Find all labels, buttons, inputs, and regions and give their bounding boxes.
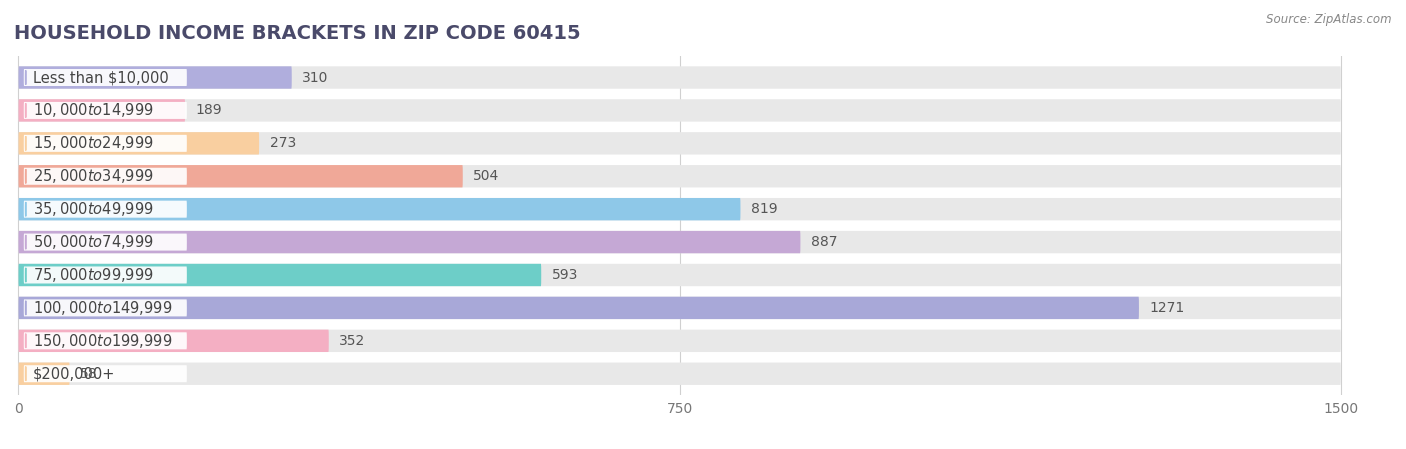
Text: Source: ZipAtlas.com: Source: ZipAtlas.com <box>1267 13 1392 26</box>
FancyBboxPatch shape <box>18 330 329 352</box>
Text: $10,000 to $14,999: $10,000 to $14,999 <box>32 101 153 119</box>
FancyBboxPatch shape <box>24 365 187 382</box>
FancyBboxPatch shape <box>18 99 186 122</box>
FancyBboxPatch shape <box>18 165 463 187</box>
Text: 887: 887 <box>811 235 838 249</box>
FancyBboxPatch shape <box>24 168 187 185</box>
FancyBboxPatch shape <box>18 66 292 89</box>
FancyBboxPatch shape <box>24 332 187 349</box>
Text: 819: 819 <box>751 202 778 216</box>
FancyBboxPatch shape <box>18 198 1341 220</box>
FancyBboxPatch shape <box>18 132 1341 154</box>
FancyBboxPatch shape <box>18 165 1341 187</box>
FancyBboxPatch shape <box>18 330 1341 352</box>
FancyBboxPatch shape <box>18 198 741 220</box>
Text: 593: 593 <box>551 268 578 282</box>
Text: $150,000 to $199,999: $150,000 to $199,999 <box>32 332 173 350</box>
Text: Less than $10,000: Less than $10,000 <box>32 70 169 85</box>
FancyBboxPatch shape <box>18 66 1341 89</box>
Text: 310: 310 <box>302 70 329 84</box>
FancyBboxPatch shape <box>24 201 187 218</box>
FancyBboxPatch shape <box>18 264 541 286</box>
FancyBboxPatch shape <box>24 135 187 152</box>
Text: 189: 189 <box>195 103 222 118</box>
Text: 504: 504 <box>474 169 499 183</box>
FancyBboxPatch shape <box>24 267 187 283</box>
Text: 352: 352 <box>339 334 366 348</box>
Text: $15,000 to $24,999: $15,000 to $24,999 <box>32 134 153 152</box>
FancyBboxPatch shape <box>18 231 1341 253</box>
FancyBboxPatch shape <box>18 297 1341 319</box>
FancyBboxPatch shape <box>18 231 800 253</box>
FancyBboxPatch shape <box>18 362 70 385</box>
Text: $75,000 to $99,999: $75,000 to $99,999 <box>32 266 153 284</box>
Text: $200,000+: $200,000+ <box>32 366 115 381</box>
Text: 273: 273 <box>270 136 297 150</box>
FancyBboxPatch shape <box>18 297 1139 319</box>
FancyBboxPatch shape <box>18 99 1341 122</box>
FancyBboxPatch shape <box>24 299 187 317</box>
FancyBboxPatch shape <box>24 102 187 119</box>
Text: 58: 58 <box>80 367 98 381</box>
Text: $25,000 to $34,999: $25,000 to $34,999 <box>32 167 153 185</box>
Text: 1271: 1271 <box>1150 301 1185 315</box>
FancyBboxPatch shape <box>24 69 187 86</box>
Text: $50,000 to $74,999: $50,000 to $74,999 <box>32 233 153 251</box>
Text: $35,000 to $49,999: $35,000 to $49,999 <box>32 200 153 218</box>
FancyBboxPatch shape <box>18 264 1341 286</box>
FancyBboxPatch shape <box>18 362 1341 385</box>
FancyBboxPatch shape <box>24 233 187 251</box>
Text: HOUSEHOLD INCOME BRACKETS IN ZIP CODE 60415: HOUSEHOLD INCOME BRACKETS IN ZIP CODE 60… <box>14 24 581 44</box>
FancyBboxPatch shape <box>18 132 259 154</box>
Text: $100,000 to $149,999: $100,000 to $149,999 <box>32 299 173 317</box>
